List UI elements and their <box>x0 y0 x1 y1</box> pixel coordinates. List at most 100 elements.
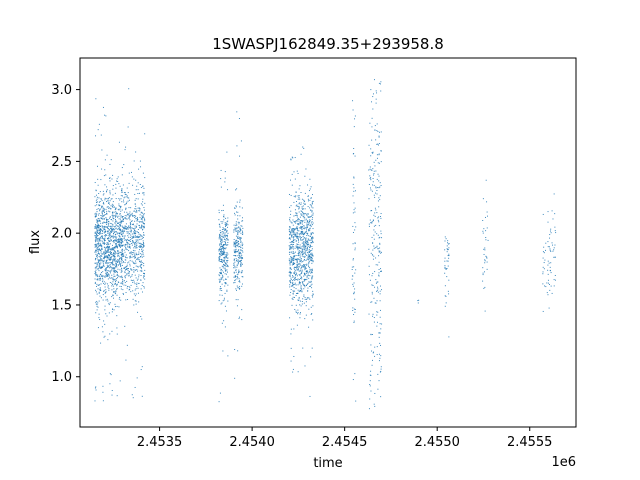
data-point <box>292 238 294 240</box>
data-point <box>233 243 235 245</box>
data-point <box>219 280 221 282</box>
data-point <box>312 207 314 209</box>
data-point <box>289 317 291 319</box>
data-point <box>234 207 236 209</box>
data-point <box>378 82 380 84</box>
data-point <box>115 187 117 189</box>
data-point <box>233 259 235 261</box>
data-point <box>223 279 225 281</box>
data-point <box>309 245 311 247</box>
data-point <box>307 240 309 242</box>
data-point <box>311 287 313 289</box>
data-point <box>296 260 298 262</box>
data-point <box>300 226 302 228</box>
data-point <box>95 303 97 305</box>
data-point <box>289 264 291 266</box>
data-point <box>96 300 98 302</box>
data-point <box>103 243 105 245</box>
data-point <box>236 274 238 276</box>
data-point <box>115 224 117 226</box>
data-point <box>101 205 103 207</box>
data-point <box>304 278 306 280</box>
data-point <box>354 211 356 213</box>
data-point <box>298 270 300 272</box>
data-point <box>372 219 374 221</box>
data-point <box>113 211 115 213</box>
data-point <box>226 151 228 153</box>
data-point <box>311 237 313 239</box>
data-point <box>289 217 291 219</box>
data-point <box>352 379 354 381</box>
data-point <box>134 216 136 218</box>
data-point <box>129 255 131 257</box>
data-point <box>126 218 128 220</box>
data-point <box>311 218 313 220</box>
data-point <box>373 225 375 227</box>
data-point <box>102 235 104 237</box>
data-point <box>108 251 110 253</box>
data-point <box>99 245 101 247</box>
data-point <box>130 240 132 242</box>
data-point <box>302 213 304 215</box>
data-point <box>106 190 108 192</box>
data-point <box>376 314 378 316</box>
data-point <box>106 210 108 212</box>
data-point <box>219 258 221 260</box>
data-point <box>129 211 131 213</box>
data-point <box>120 282 122 284</box>
data-point <box>127 299 129 300</box>
data-point <box>116 221 118 223</box>
data-point <box>294 262 296 264</box>
data-point <box>484 247 486 249</box>
data-point <box>142 237 144 239</box>
data-point <box>223 250 225 252</box>
data-point <box>114 270 116 272</box>
data-point <box>306 297 308 299</box>
data-point <box>96 279 98 281</box>
data-point <box>221 294 223 296</box>
data-point <box>120 260 122 262</box>
data-point <box>310 256 312 258</box>
data-point <box>543 262 545 264</box>
data-point <box>294 221 296 223</box>
data-point <box>305 239 307 241</box>
data-point <box>121 262 123 264</box>
data-point <box>304 212 306 214</box>
data-point <box>124 204 126 206</box>
data-point <box>126 287 128 289</box>
data-point <box>373 351 375 353</box>
data-point <box>99 219 101 221</box>
data-point <box>239 252 241 254</box>
data-point <box>242 263 243 265</box>
data-point <box>352 153 354 155</box>
data-point <box>371 350 373 352</box>
data-point <box>110 240 112 242</box>
data-point <box>486 227 488 229</box>
data-point <box>304 221 306 223</box>
data-point <box>301 242 303 244</box>
data-point <box>102 299 104 301</box>
data-point <box>549 248 551 250</box>
data-point <box>220 221 222 223</box>
data-point <box>219 286 221 288</box>
data-point <box>310 254 312 256</box>
data-point <box>109 225 111 227</box>
data-point <box>103 215 105 217</box>
data-point <box>98 270 100 272</box>
data-point <box>98 300 100 302</box>
data-point <box>290 279 292 281</box>
data-point <box>233 282 235 284</box>
data-point <box>101 225 103 227</box>
data-point <box>372 258 374 260</box>
data-point <box>221 290 223 292</box>
data-point <box>134 227 136 229</box>
data-point <box>103 242 105 244</box>
data-point <box>307 244 309 246</box>
data-point <box>105 272 107 274</box>
data-point <box>95 291 97 293</box>
data-point <box>296 226 298 228</box>
data-point <box>371 210 373 212</box>
data-point <box>115 220 117 222</box>
data-point <box>289 272 291 274</box>
data-point <box>115 240 117 242</box>
